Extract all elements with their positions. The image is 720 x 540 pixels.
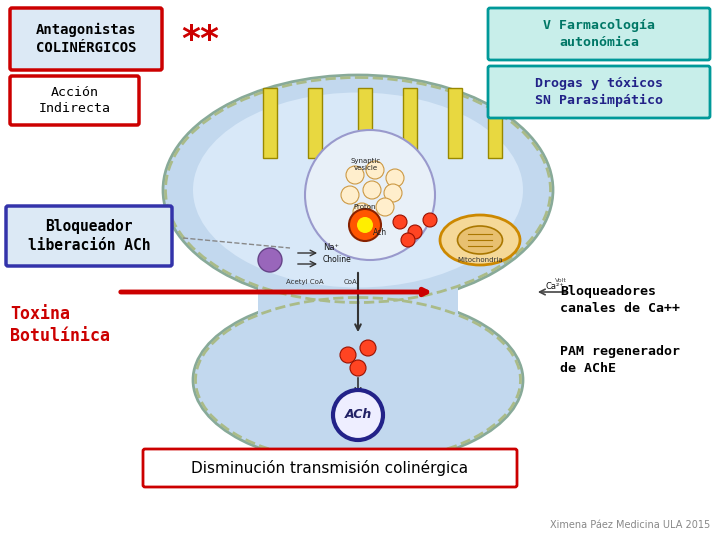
Text: Ca²⁺: Ca²⁺ [545,282,564,291]
Circle shape [305,130,435,260]
Circle shape [357,217,373,233]
Circle shape [360,340,376,356]
Text: Mitochondria: Mitochondria [457,257,503,263]
Text: Bloqueador
liberación ACh: Bloqueador liberación ACh [28,219,150,253]
Circle shape [393,215,407,229]
FancyBboxPatch shape [10,8,162,70]
FancyBboxPatch shape [10,76,139,125]
Circle shape [401,233,415,247]
Text: Na⁺: Na⁺ [323,243,339,252]
Bar [448,88,462,158]
Text: Drogas y tóxicos
SN Parasimpático: Drogas y tóxicos SN Parasimpático [535,77,663,107]
Text: Antagonistas
COLINÉRGICOS: Antagonistas COLINÉRGICOS [36,23,136,55]
Polygon shape [258,260,458,340]
Circle shape [350,360,366,376]
FancyBboxPatch shape [143,449,517,487]
Text: Acción
Indirecta: Acción Indirecta [38,86,110,115]
Text: **: ** [181,23,219,57]
Circle shape [353,203,371,221]
Ellipse shape [163,75,553,305]
Circle shape [340,347,356,363]
FancyBboxPatch shape [488,66,710,118]
Circle shape [423,213,437,227]
Circle shape [386,169,404,187]
Circle shape [341,186,359,204]
Text: Disminución transmisión colinérgica: Disminución transmisión colinérgica [192,460,469,476]
Text: Choline: Choline [323,255,352,264]
Ellipse shape [440,215,520,265]
Circle shape [408,225,422,239]
Text: Ximena Páez Medicina ULA 2015: Ximena Páez Medicina ULA 2015 [550,520,710,530]
Text: Bloqueadores
canales de Ca++: Bloqueadores canales de Ca++ [560,285,680,315]
FancyBboxPatch shape [488,8,710,60]
Text: Proton: Proton [354,204,377,210]
Text: Synaptic
vesicle: Synaptic vesicle [351,159,381,172]
Ellipse shape [193,92,523,287]
Text: Acetyl CoA: Acetyl CoA [286,279,324,285]
Bar [263,88,277,158]
Circle shape [258,248,282,272]
Text: Toxina
Botulínica: Toxina Botulínica [10,305,110,345]
Circle shape [333,390,383,440]
Bar [403,88,417,158]
Bar [488,88,502,158]
Bar [358,88,372,158]
Bar [308,88,322,158]
Circle shape [384,184,402,202]
Ellipse shape [457,226,503,254]
Circle shape [346,166,364,184]
Circle shape [366,161,384,179]
Circle shape [363,181,381,199]
Text: PAM regenerador
de AChE: PAM regenerador de AChE [560,345,680,375]
Circle shape [376,198,394,216]
Text: V Farmacología
autonómica: V Farmacología autonómica [543,19,655,49]
Text: Volt: Volt [555,278,567,283]
Circle shape [349,209,381,241]
FancyBboxPatch shape [6,206,172,266]
Text: ACh: ACh [344,408,372,422]
Text: CoA: CoA [343,279,357,285]
Ellipse shape [193,295,523,465]
Text: Ach: Ach [373,228,387,237]
